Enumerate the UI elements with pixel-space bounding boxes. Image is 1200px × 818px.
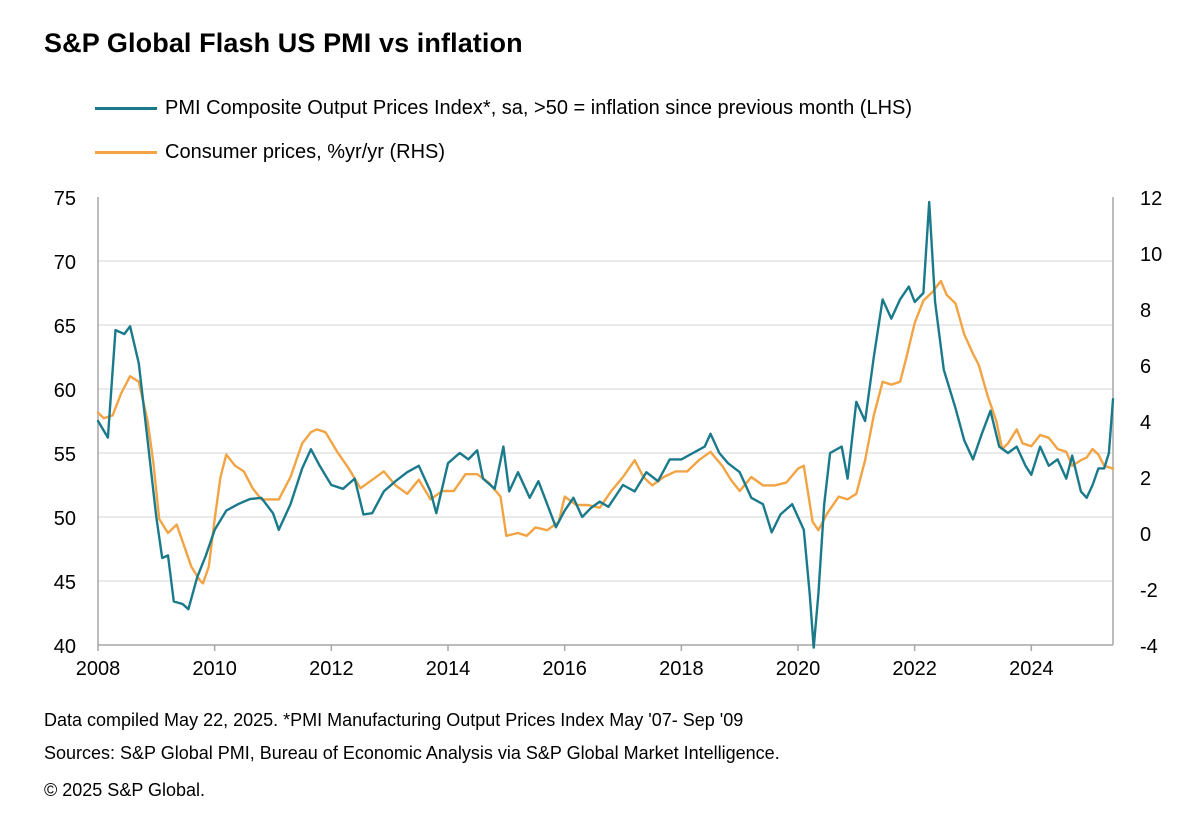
y-right-tick-label: 10 [1140,244,1162,266]
y-right-tick-label: 2 [1140,468,1151,490]
series-line-consumer-prices [96,279,1115,585]
y-right-tick-label: -4 [1140,636,1158,658]
y-left-tick-label: 75 [54,188,76,210]
x-tick-label: 2018 [659,658,704,680]
y-left-tick-label: 70 [54,252,76,274]
chart-title: S&P Global Flash US PMI vs inflation [44,28,523,58]
x-tick-label: 2012 [309,658,354,680]
x-tick-label: 2008 [76,658,121,680]
y-right-tick-label: 12 [1140,188,1162,210]
legend: PMI Composite Output Prices Index*, sa, … [95,86,912,174]
y-left-tick-label: 65 [54,316,76,338]
y-left-tick-label: 45 [54,572,76,594]
x-tick-label: 2020 [776,658,821,680]
footnote-data-compiled: Data compiled May 22, 2025. *PMI Manufac… [44,710,744,730]
legend-item-cpi: Consumer prices, %yr/yr (RHS) [95,130,912,174]
x-tick-label: 2024 [1009,658,1054,680]
legend-swatch-pmi [95,106,157,110]
grid [98,260,1113,582]
legend-swatch-cpi [95,150,157,154]
legend-label-pmi: PMI Composite Output Prices Index*, sa, … [165,96,913,119]
y-right-tick-label: 4 [1140,412,1151,434]
y-left-tick-label: 55 [54,444,76,466]
x-tick-label: 2022 [892,658,937,680]
legend-item-pmi: PMI Composite Output Prices Index*, sa, … [95,86,912,130]
y-right-tick-label: -2 [1140,580,1158,602]
footnote-copyright: © 2025 S&P Global. [44,780,206,800]
axes: 75 70 65 60 55 50 45 40 12 10 8 6 4 2 0 -2 -4 2008 2010 201… [54,188,1163,680]
y-right-tick-label: 8 [1140,300,1151,322]
footnote-sources: Sources: S&P Global PMI, Bureau of Econo… [44,743,780,763]
y-right-tick-label: 6 [1140,356,1151,378]
x-tick-label: 2016 [542,658,587,680]
x-tick-label: 2010 [192,658,237,680]
series-line-pmi-output-prices [96,200,1115,649]
y-left-tick-label: 50 [54,508,76,530]
series [96,200,1115,649]
legend-label-cpi: Consumer prices, %yr/yr (RHS) [165,140,446,163]
y-right-tick-label: 0 [1140,524,1151,546]
y-left-tick-label: 60 [54,380,76,402]
y-left-tick-label: 40 [54,636,76,658]
x-tick-label: 2014 [426,658,471,680]
